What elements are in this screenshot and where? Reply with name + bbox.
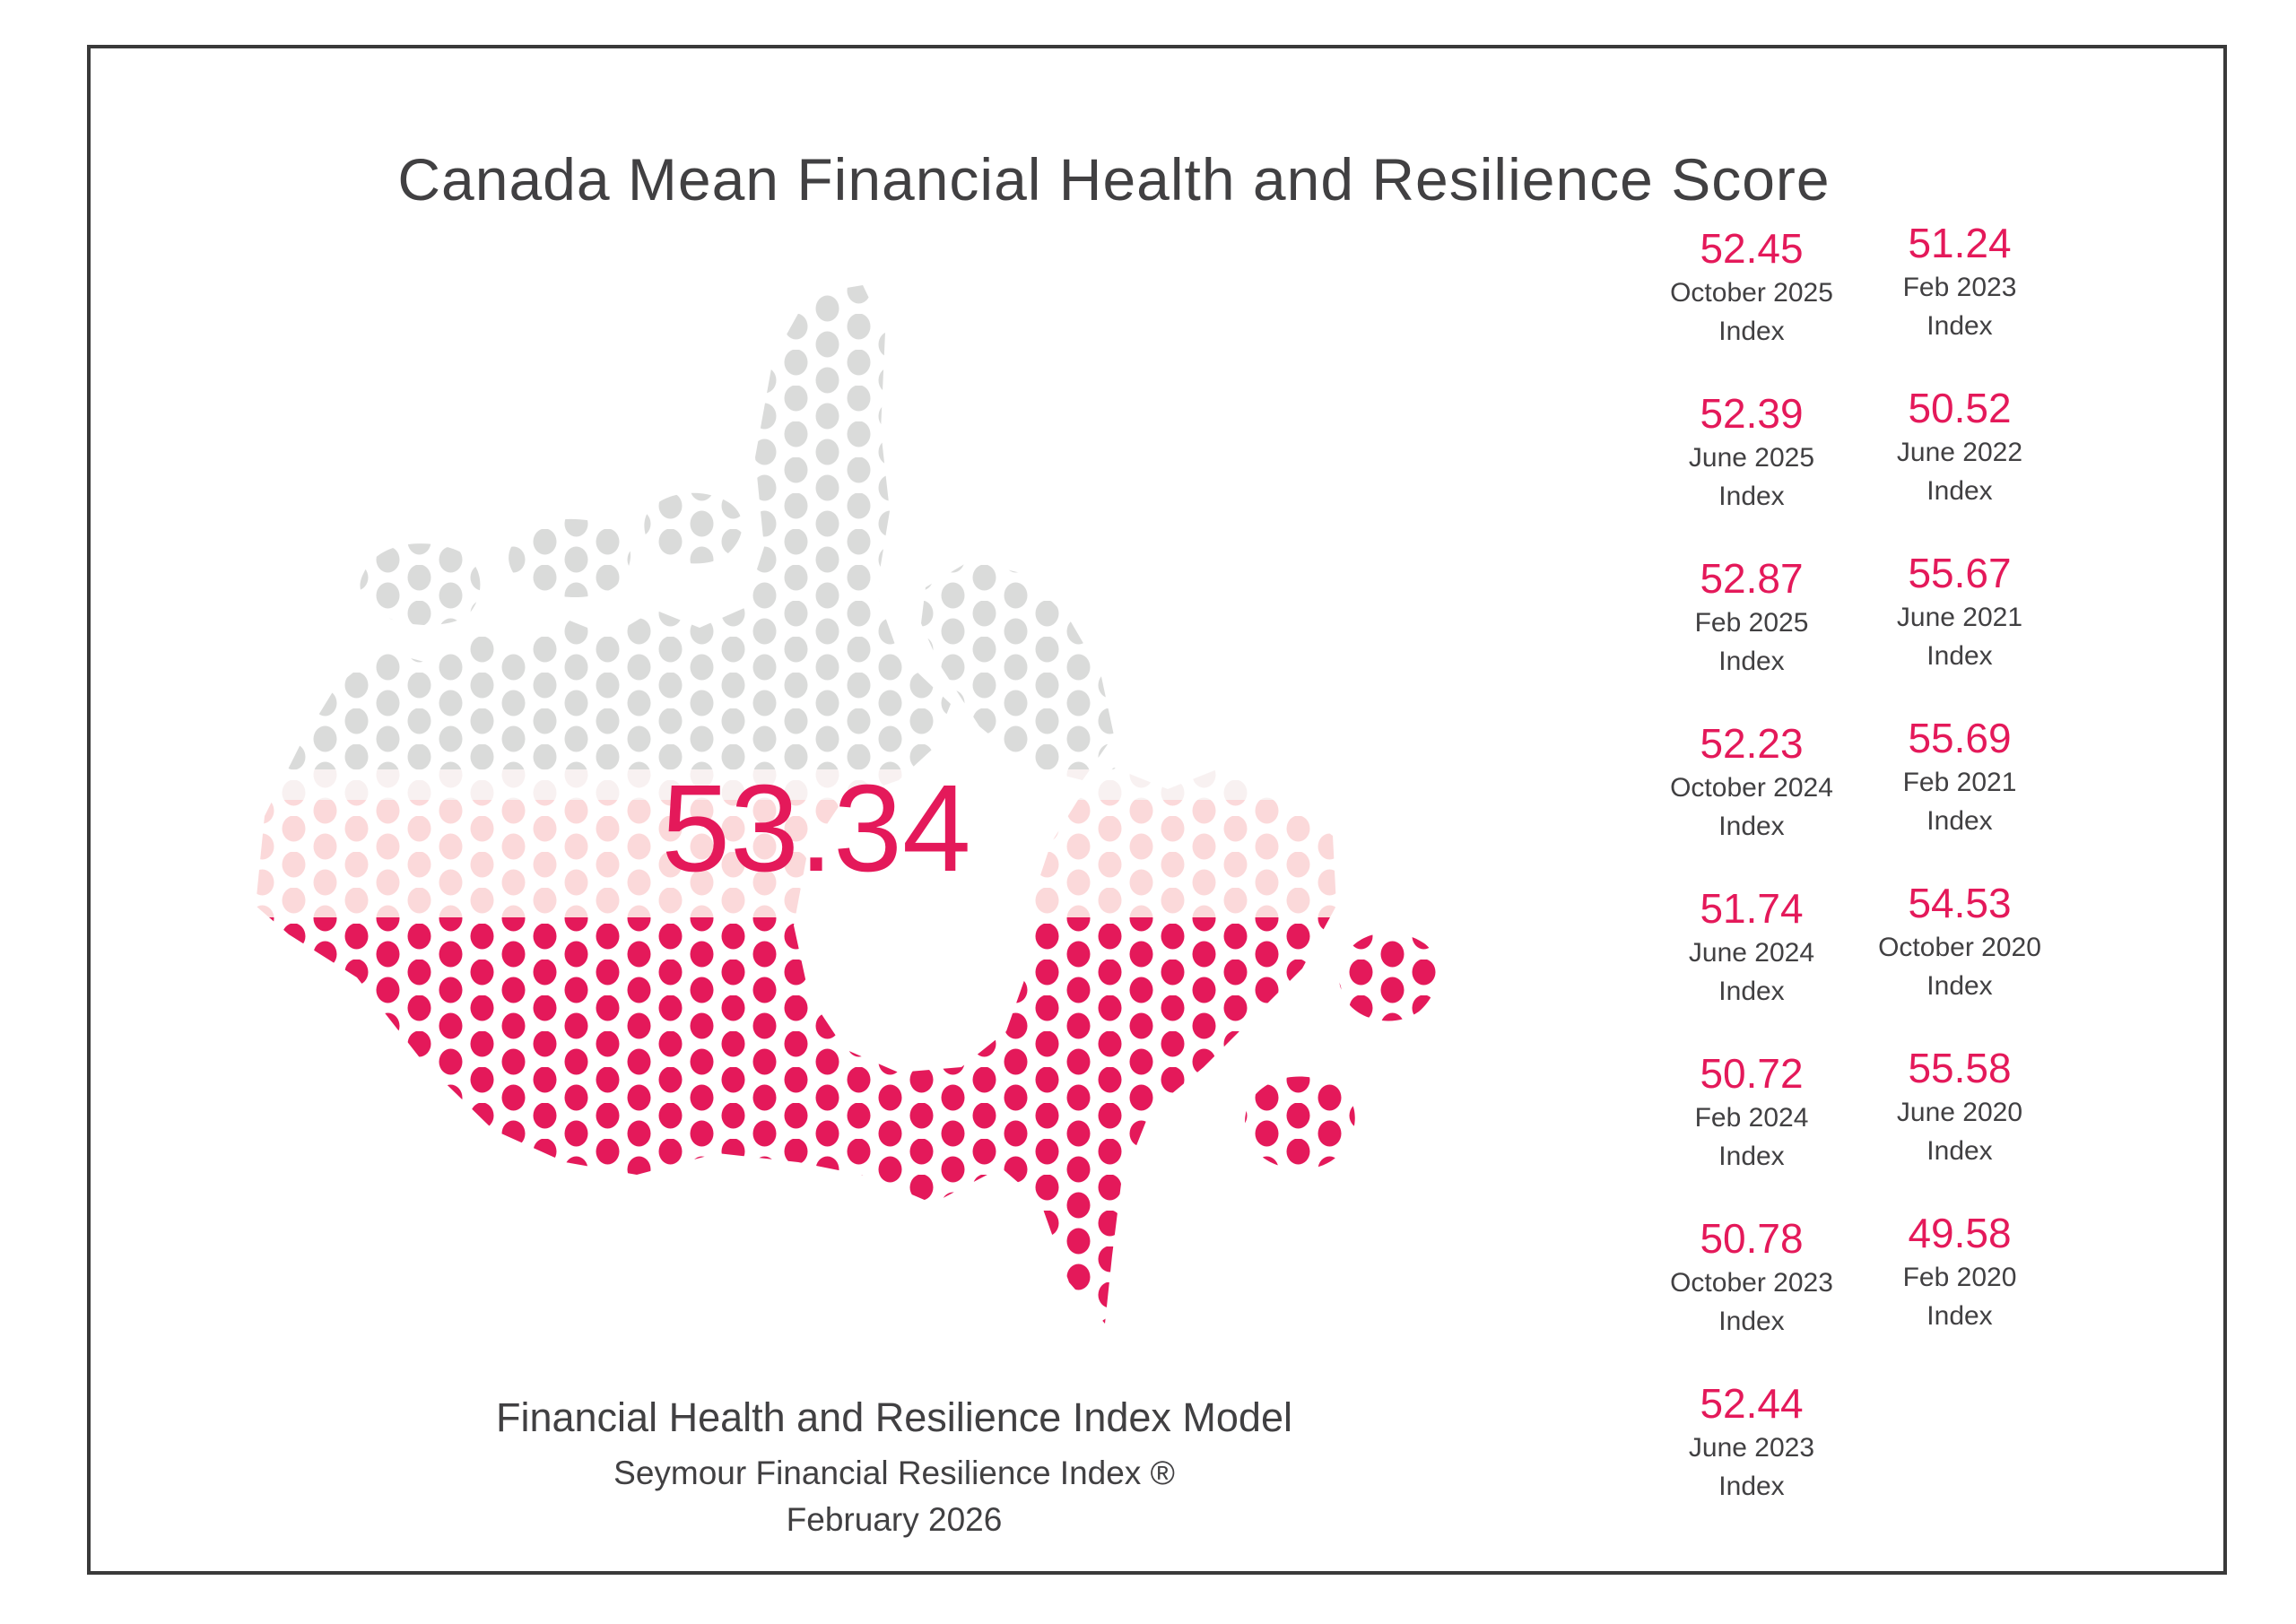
footer-index-name: Seymour Financial Resilience Index ® bbox=[613, 1454, 1175, 1491]
history-column-1: 52.45 October 2025 Index 52.39 June 2025… bbox=[1617, 224, 1886, 1544]
index-entry: 52.87 Feb 2025 Index bbox=[1617, 554, 1886, 719]
index-value: 50.78 bbox=[1700, 1215, 1804, 1262]
index-entry: 49.58 Feb 2020 Index bbox=[1825, 1209, 2094, 1374]
index-value: 51.74 bbox=[1700, 885, 1804, 932]
index-period: June 2021 bbox=[1896, 603, 2023, 633]
index-entry: 51.74 June 2024 Index bbox=[1617, 884, 1886, 1049]
canada-dot-map-svg bbox=[256, 285, 1439, 1324]
index-value: 55.58 bbox=[1908, 1045, 2012, 1091]
index-value: 51.24 bbox=[1908, 220, 2012, 266]
index-entry: 50.72 Feb 2024 Index bbox=[1617, 1049, 1886, 1214]
index-label: Index bbox=[1926, 1300, 1993, 1331]
index-value: 54.53 bbox=[1908, 880, 2012, 926]
index-label: Index bbox=[1926, 475, 1993, 506]
index-label: Index bbox=[1926, 1135, 1993, 1166]
current-score: 53.34 bbox=[661, 760, 971, 898]
index-label: Index bbox=[1718, 646, 1785, 676]
index-label: Index bbox=[1926, 640, 1993, 671]
index-period: October 2023 bbox=[1670, 1268, 1833, 1298]
index-label: Index bbox=[1718, 1141, 1785, 1171]
index-period: Feb 2025 bbox=[1694, 608, 1809, 638]
index-value: 52.87 bbox=[1700, 555, 1804, 602]
index-value: 52.39 bbox=[1700, 390, 1804, 437]
border-frame bbox=[87, 45, 2227, 1575]
index-entry: 52.23 October 2024 Index bbox=[1617, 719, 1886, 884]
index-entry: 50.52 June 2022 Index bbox=[1825, 384, 2094, 549]
index-label: Index bbox=[1718, 316, 1785, 346]
index-label: Index bbox=[1926, 310, 1993, 341]
index-entry: 55.67 June 2021 Index bbox=[1825, 549, 2094, 714]
index-value: 50.52 bbox=[1908, 385, 2012, 431]
index-period: October 2020 bbox=[1878, 933, 2041, 963]
index-label: Index bbox=[1718, 976, 1785, 1006]
history-column-2: 51.24 Feb 2023 Index 50.52 June 2022 Ind… bbox=[1825, 219, 2094, 1374]
index-period: October 2025 bbox=[1670, 278, 1833, 308]
index-entry: 52.39 June 2025 Index bbox=[1617, 389, 1886, 554]
index-period: June 2023 bbox=[1688, 1433, 1815, 1463]
index-entry: 50.78 October 2023 Index bbox=[1617, 1214, 1886, 1379]
footer-model-name: Financial Health and Resilience Index Mo… bbox=[495, 1394, 1292, 1440]
footer-date: February 2026 bbox=[786, 1500, 1003, 1538]
index-period: Feb 2023 bbox=[1902, 273, 2017, 303]
index-value: 52.44 bbox=[1700, 1380, 1804, 1427]
canada-dot-map bbox=[215, 278, 1543, 1327]
index-value: 55.69 bbox=[1908, 715, 2012, 761]
index-entry: 55.58 June 2020 Index bbox=[1825, 1044, 2094, 1209]
index-period: Feb 2021 bbox=[1902, 768, 2017, 798]
index-period: Feb 2024 bbox=[1694, 1103, 1809, 1133]
index-period: October 2024 bbox=[1670, 773, 1833, 803]
index-label: Index bbox=[1718, 1306, 1785, 1336]
index-label: Index bbox=[1718, 1471, 1785, 1501]
index-period: June 2020 bbox=[1896, 1098, 2023, 1128]
index-entry: 54.53 October 2020 Index bbox=[1825, 879, 2094, 1044]
index-value: 50.72 bbox=[1700, 1050, 1804, 1097]
index-label: Index bbox=[1926, 970, 1993, 1001]
index-entry: 55.69 Feb 2021 Index bbox=[1825, 714, 2094, 879]
index-value: 52.45 bbox=[1700, 225, 1804, 272]
map-zone-pink bbox=[256, 917, 1439, 1324]
index-period: June 2025 bbox=[1688, 443, 1815, 473]
index-value: 55.67 bbox=[1908, 550, 2012, 596]
index-entry: 51.24 Feb 2023 Index bbox=[1825, 219, 2094, 384]
footer: Financial Health and Resilience Index Mo… bbox=[215, 1392, 1573, 1541]
index-label: Index bbox=[1926, 805, 1993, 836]
index-entry: 52.45 October 2025 Index bbox=[1617, 224, 1886, 389]
index-period: Feb 2020 bbox=[1902, 1263, 2017, 1293]
map-zone-gray bbox=[256, 285, 1439, 769]
index-label: Index bbox=[1718, 811, 1785, 841]
index-label: Index bbox=[1718, 481, 1785, 511]
index-period: June 2024 bbox=[1688, 938, 1815, 968]
index-value: 49.58 bbox=[1908, 1210, 2012, 1256]
index-value: 52.23 bbox=[1700, 720, 1804, 767]
index-entry: 52.44 June 2023 Index bbox=[1617, 1379, 1886, 1544]
page-title: Canada Mean Financial Health and Resilie… bbox=[397, 146, 1831, 213]
index-period: June 2022 bbox=[1896, 438, 2023, 468]
